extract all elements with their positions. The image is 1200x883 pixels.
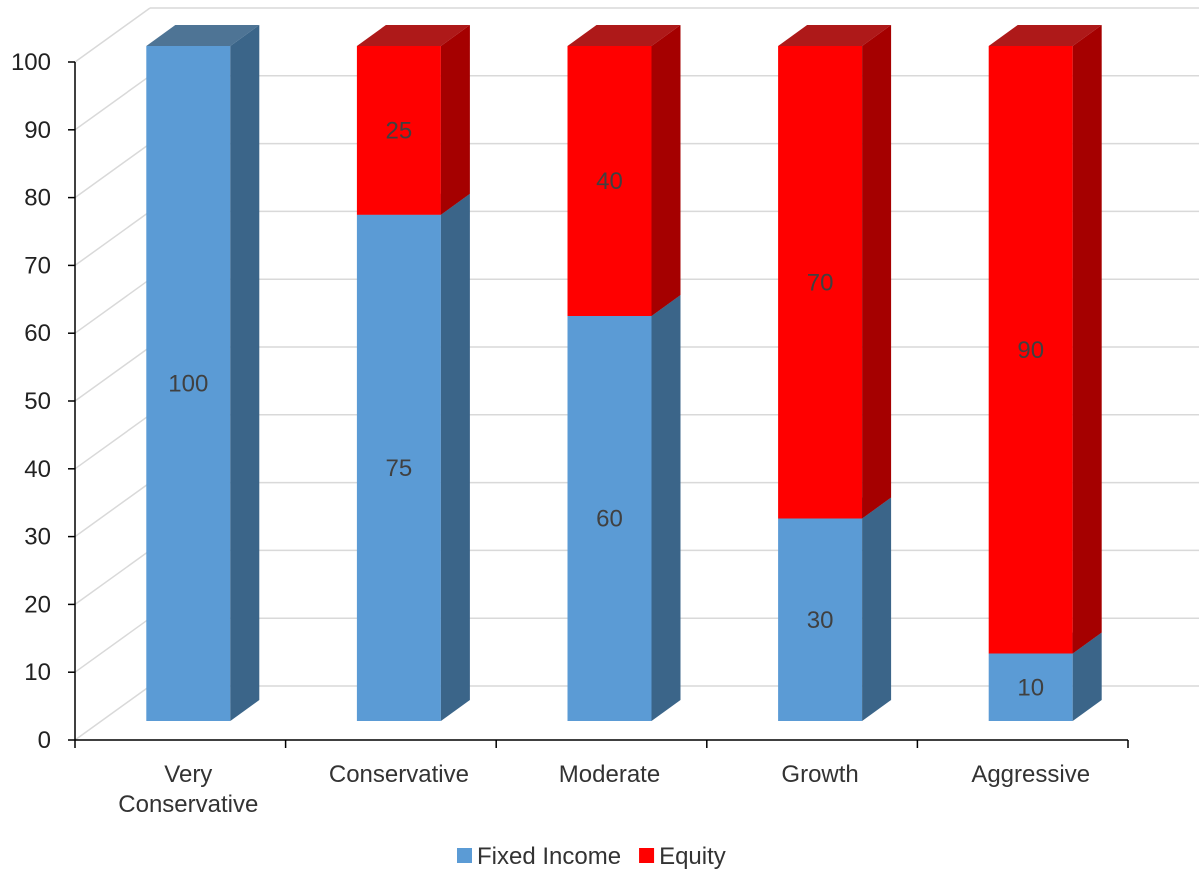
data-label: 100 <box>168 371 208 398</box>
gridline-diagonal <box>74 685 151 741</box>
bar-front <box>567 46 652 316</box>
legend-item-fixed-income: Fixed Income <box>457 843 621 870</box>
data-label: 10 <box>1017 674 1044 701</box>
y-tick-label: 60 <box>24 320 51 347</box>
gridline-diagonal <box>74 414 151 470</box>
gridline-diagonal <box>74 210 151 267</box>
data-label: 75 <box>386 455 413 482</box>
bar-front <box>778 46 863 519</box>
bar-equity <box>356 25 470 215</box>
y-tick-label: 30 <box>24 524 51 551</box>
legend-label: Fixed Income <box>477 843 621 870</box>
gridline-diagonal <box>74 75 151 131</box>
bar-side <box>440 193 470 721</box>
bar-front <box>778 518 863 721</box>
x-category-label: Conservative <box>329 761 469 788</box>
bar-front <box>356 214 441 721</box>
gridline-diagonal <box>74 142 151 199</box>
axes <box>68 61 1129 748</box>
y-tick-label: 0 <box>38 727 51 754</box>
legend-item-equity: Equity <box>639 843 726 870</box>
y-tick-label: 50 <box>24 388 51 415</box>
gridline-diagonal <box>74 346 151 402</box>
bar-fixed-income <box>146 25 260 721</box>
data-label: 25 <box>386 117 413 144</box>
bar-equity <box>778 25 892 519</box>
data-label: 40 <box>596 168 623 195</box>
bar-side <box>651 295 681 721</box>
x-category-label: Very Conservative <box>118 761 258 818</box>
bar-side <box>862 25 892 519</box>
y-axis-tick-labels: 0 10 20 30 40 50 60 70 80 90 100 <box>11 49 51 754</box>
bar-front <box>356 46 441 215</box>
x-axis-category-labels: Very Conservative Conservative Moderate Grow… <box>118 761 1090 818</box>
bar-fixed-income <box>778 497 892 721</box>
x-category-label: Aggressive <box>971 761 1090 788</box>
bar-fixed-income <box>356 193 470 721</box>
x-category-label: Moderate <box>559 761 660 788</box>
bar-top <box>988 25 1102 46</box>
x-category-label: Growth <box>781 761 858 788</box>
legend-label: Equity <box>659 843 726 870</box>
data-label: 30 <box>807 607 834 634</box>
gridline-diagonal <box>74 7 151 63</box>
y-tick-label: 100 <box>11 49 51 76</box>
legend: Fixed Income Equity <box>457 843 726 870</box>
bar-equity <box>567 25 681 316</box>
y-tick-label: 70 <box>24 252 51 279</box>
bar-side <box>862 497 892 721</box>
bar-side <box>230 25 260 721</box>
legend-swatch <box>457 848 472 863</box>
gridline-diagonal <box>74 549 151 606</box>
data-label: 60 <box>596 506 623 533</box>
y-tick-label: 40 <box>24 456 51 483</box>
y-tick-label: 80 <box>24 185 51 212</box>
gridline-diagonal <box>74 617 151 673</box>
y-tick-label: 90 <box>24 117 51 144</box>
bar-fixed-income <box>567 295 681 721</box>
data-label: 90 <box>1017 337 1044 364</box>
bar-side <box>440 25 470 215</box>
bar-side <box>1072 25 1102 654</box>
bar-top <box>356 25 470 46</box>
bar-front <box>988 46 1073 654</box>
bar-front <box>567 316 652 721</box>
bar-top <box>778 25 892 46</box>
y-tick-label: 10 <box>24 659 51 686</box>
bar-side <box>1072 632 1102 721</box>
bar-front <box>988 653 1073 721</box>
bar-top <box>567 25 681 46</box>
gridline-diagonal <box>74 278 151 334</box>
legend-swatch <box>639 848 655 863</box>
bar-equity <box>988 25 1102 654</box>
bar-front <box>146 46 231 721</box>
bar-side <box>651 25 681 316</box>
gridline-diagonal <box>74 481 151 538</box>
y-tick-label: 20 <box>24 591 51 618</box>
bar-top <box>146 25 260 46</box>
data-label: 70 <box>807 269 834 296</box>
bars: 100 75 25 60 40 30 70 10 90 <box>146 25 1102 721</box>
